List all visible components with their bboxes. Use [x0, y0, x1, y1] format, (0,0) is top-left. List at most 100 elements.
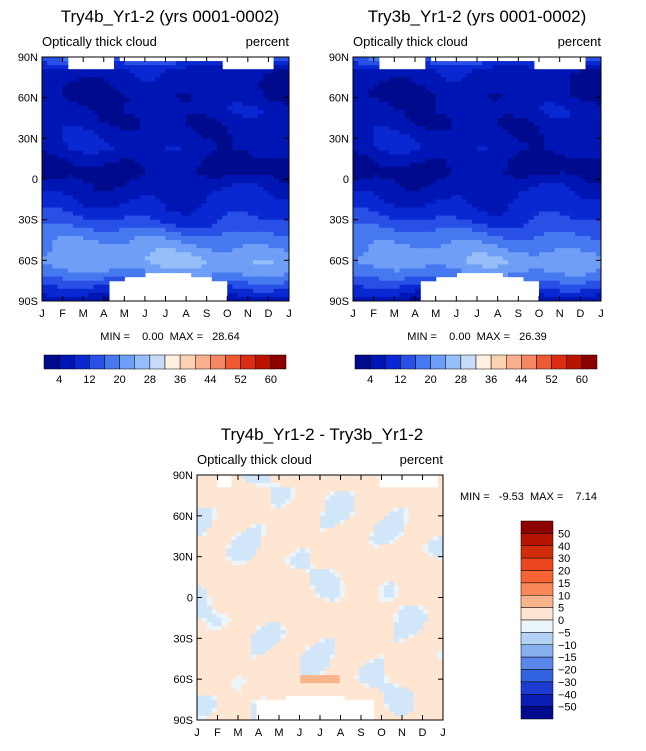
contour-cell — [497, 207, 504, 213]
contour-cell — [232, 296, 239, 301]
contour-cell — [373, 109, 380, 115]
contour-cell — [283, 227, 289, 233]
contour-cell — [404, 179, 411, 184]
contour-cell — [227, 158, 233, 164]
contour-cell — [216, 166, 223, 172]
contour-cell — [258, 77, 264, 82]
contour-cell — [191, 235, 197, 241]
contour-cell — [564, 166, 571, 172]
contour-cell — [487, 122, 494, 127]
contour-cell — [175, 235, 182, 241]
contour-cell — [353, 89, 359, 95]
contour-cell — [451, 150, 457, 156]
contour-cell — [139, 69, 146, 74]
contour-cell — [508, 203, 514, 209]
contour-cell — [124, 195, 131, 200]
contour-cell — [358, 223, 364, 229]
contour-cell — [119, 207, 125, 213]
contour-cell — [67, 118, 74, 123]
contour-cell — [477, 89, 483, 95]
contour-cell — [549, 77, 556, 82]
contour-cell — [108, 240, 115, 245]
contour-cell — [160, 142, 167, 148]
contour-cell — [160, 227, 167, 233]
contour-cell — [590, 81, 597, 87]
contour-cell — [482, 89, 488, 95]
contour-cell — [471, 240, 478, 245]
contour-cell — [549, 142, 556, 148]
contour-cell — [446, 85, 452, 91]
panel-title: Try4b_Yr1-2 (yrs 0001-0002) — [61, 7, 280, 26]
contour-cell — [353, 158, 359, 164]
contour-cell — [363, 101, 370, 107]
contour-cell — [124, 264, 131, 270]
contour-cell — [88, 187, 95, 192]
contour-cell — [585, 73, 592, 78]
contour-cell — [559, 122, 566, 127]
contour-cell — [358, 219, 364, 225]
contour-cell — [216, 109, 223, 115]
contour-cell — [353, 207, 359, 213]
contour-cell — [497, 244, 504, 249]
contour-cell — [258, 199, 264, 204]
contour-cell — [88, 292, 95, 298]
contour-cell — [216, 195, 223, 200]
contour-cell — [570, 77, 576, 82]
contour-cell — [580, 244, 587, 249]
contour-cell — [119, 109, 125, 115]
contour-cell — [108, 134, 115, 139]
contour-cell — [160, 207, 167, 213]
contour-cell — [252, 207, 259, 213]
contour-cell — [451, 101, 457, 107]
contour-cell — [108, 227, 115, 233]
contour-cell — [47, 73, 53, 78]
colorbar-swatch — [255, 354, 272, 370]
contour-cell — [497, 158, 504, 164]
contour-cell — [585, 126, 592, 131]
contour-cell — [528, 231, 535, 237]
contour-cell — [124, 126, 131, 131]
contour-cell — [430, 130, 437, 135]
contour-cell — [258, 288, 264, 294]
contour-cell — [201, 65, 208, 70]
contour-cell — [378, 146, 385, 152]
contour-cell — [83, 260, 89, 265]
contour-cell — [103, 256, 110, 261]
contour-cell — [544, 105, 550, 111]
contour-cell — [544, 170, 550, 176]
contour-cell — [482, 122, 488, 127]
contour-cell — [358, 97, 364, 103]
contour-cell — [129, 195, 136, 200]
contour-cell — [134, 207, 141, 213]
contour-cell — [196, 174, 203, 180]
contour-cell — [88, 240, 95, 245]
contour-cell — [144, 118, 151, 123]
contour-cell — [492, 158, 499, 164]
contour-cell — [353, 203, 359, 209]
contour-cell — [518, 85, 525, 91]
contour-cell — [196, 134, 203, 139]
contour-cell — [72, 240, 79, 245]
contour-cell — [278, 203, 285, 209]
contour-cell — [273, 138, 280, 143]
contour-cell — [518, 211, 525, 217]
contour-cell — [57, 292, 64, 298]
contour-cell — [180, 235, 187, 241]
contour-cell — [420, 109, 426, 115]
contour-cell — [165, 248, 172, 253]
contour-cell — [456, 97, 463, 103]
contour-cell — [232, 207, 239, 213]
contour-cell — [353, 195, 359, 200]
contour-cell — [471, 174, 478, 180]
contour-cell — [430, 231, 437, 237]
contour-cell — [446, 227, 452, 233]
contour-cell — [139, 187, 146, 192]
contour-cell — [186, 215, 192, 221]
contour-cell — [590, 105, 597, 111]
contour-cell — [497, 85, 504, 91]
contour-cell — [353, 162, 359, 168]
contour-cell — [98, 268, 105, 274]
contour-cell — [72, 142, 79, 148]
contour-cell — [430, 211, 437, 217]
contour-cell — [52, 284, 59, 290]
